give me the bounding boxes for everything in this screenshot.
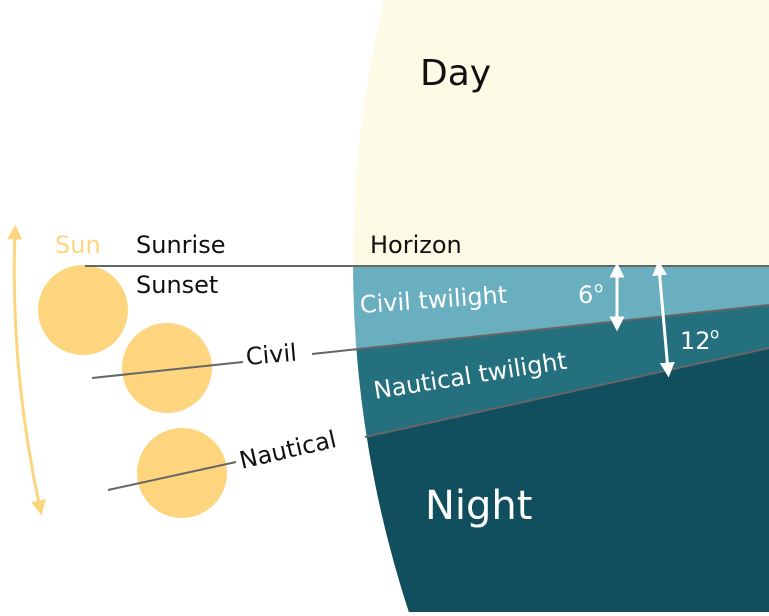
twilight-diagram: Day Sun Sunrise Sunset Horizon Civil twi… bbox=[0, 0, 769, 612]
sun bbox=[38, 265, 128, 355]
sunset-label: Sunset bbox=[136, 271, 218, 299]
night-label: Night bbox=[425, 483, 532, 529]
civil-label: Civil bbox=[245, 339, 298, 371]
civil-degrees: 6 bbox=[578, 281, 593, 309]
day-label: Day bbox=[420, 53, 491, 94]
nautical-degree-sign: o bbox=[710, 325, 719, 343]
horizon-label: Horizon bbox=[370, 231, 462, 259]
nautical-degrees: 12 bbox=[680, 327, 711, 355]
nautical-label: Nautical bbox=[237, 425, 339, 474]
sun bbox=[122, 323, 212, 413]
sunrise-label: Sunrise bbox=[136, 231, 225, 259]
civil-degree-sign: o bbox=[594, 279, 603, 297]
sun-label: Sun bbox=[55, 231, 101, 259]
suns bbox=[38, 265, 227, 518]
sun-path-arrow bbox=[14, 232, 40, 508]
